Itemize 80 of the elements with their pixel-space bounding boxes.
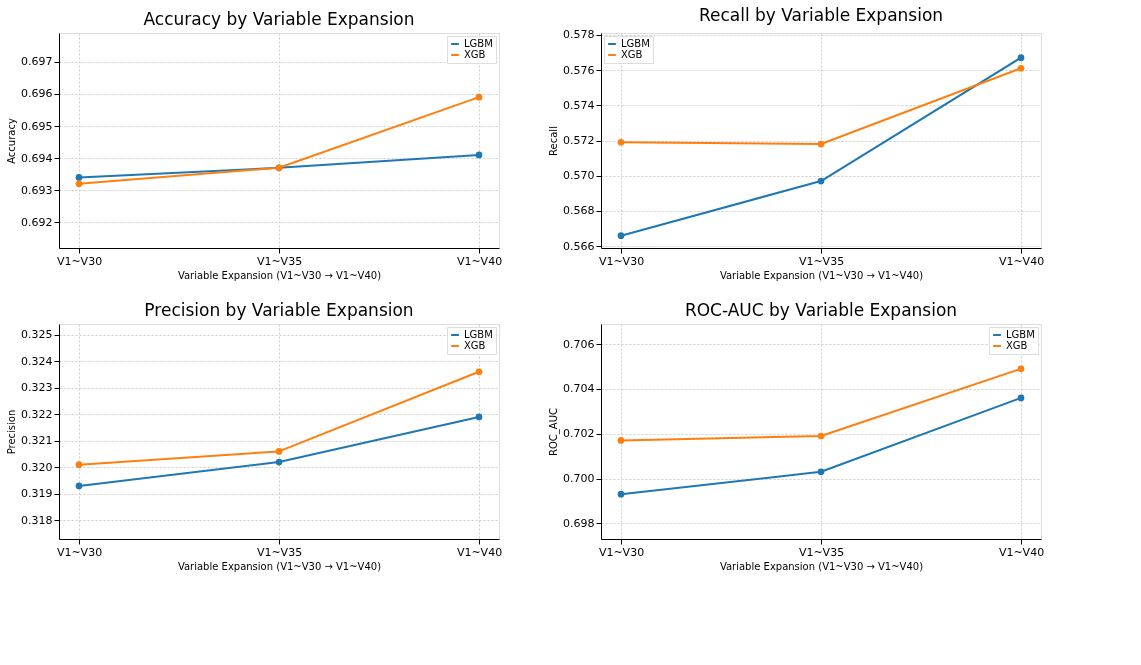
y-tick-label: 0.578 — [563, 28, 595, 42]
legend-label: XGB — [1006, 340, 1028, 351]
y-tick-label: 0.692 — [21, 215, 53, 229]
chart-title: ROC-AUC by Variable Expansion — [684, 300, 958, 320]
point — [617, 437, 625, 444]
point — [475, 413, 483, 421]
point — [1017, 365, 1025, 373]
legend-label: XGB — [621, 49, 643, 60]
legend-label: LGBM — [464, 329, 493, 340]
point — [75, 461, 83, 469]
y-tick-label: 0.702 — [563, 427, 595, 441]
y-tick-label: 0.323 — [21, 381, 53, 395]
y-tick-label: 0.574 — [563, 98, 595, 112]
legend-label: LGBM — [464, 38, 493, 49]
y-axis-title: Recall — [548, 126, 560, 156]
point — [817, 432, 825, 440]
point — [475, 368, 483, 376]
x-tick-label: V1~V40 — [456, 254, 503, 268]
y-tick-label: 0.694 — [21, 151, 53, 165]
y-tick-label: 0.695 — [21, 119, 53, 133]
y-axis-title: ROC_AUC — [548, 408, 561, 456]
x-axis-title: Variable Expansion (V1~V30 → V1~V40) — [177, 560, 382, 572]
point — [617, 138, 625, 146]
point — [475, 151, 483, 159]
x-tick-label: V1~V30 — [598, 254, 645, 268]
y-tick-label: 0.322 — [21, 407, 53, 421]
y-tick-label: 0.572 — [563, 134, 595, 147]
x-axis-title: Variable Expansion (V1~V30 → V1~V40) — [719, 269, 924, 281]
legend-label: XGB — [464, 49, 486, 60]
point — [1017, 64, 1025, 72]
point — [617, 490, 625, 498]
y-tick-label: 0.324 — [21, 354, 53, 368]
legend-label: LGBM — [621, 38, 650, 49]
point — [75, 180, 83, 188]
y-tick-label: 0.318 — [21, 513, 53, 527]
y-tick-label: 0.320 — [21, 460, 53, 474]
chart-title: Recall by Variable Expansion — [698, 4, 944, 25]
y-tick-label: 0.693 — [21, 183, 53, 197]
point — [817, 140, 825, 148]
point — [817, 177, 825, 185]
x-axis-title: Variable Expansion (V1~V30 → V1~V40) — [177, 269, 382, 281]
y-tick-label: 0.319 — [21, 487, 53, 501]
x-tick-label: V1~V35 — [256, 254, 303, 268]
y-tick-label: 0.700 — [563, 472, 595, 486]
point — [75, 174, 83, 181]
y-tick-label: 0.696 — [21, 87, 53, 101]
y-tick-label: 0.321 — [21, 434, 53, 448]
legend-label: XGB — [464, 340, 486, 351]
point — [617, 232, 625, 240]
x-tick-label: V1~V30 — [56, 254, 103, 268]
legend-label: LGBM — [1006, 329, 1035, 340]
point — [1017, 394, 1025, 402]
y-tick-label: 0.706 — [563, 337, 595, 351]
chart-title: Accuracy by Variable Expansion — [143, 9, 415, 29]
y-tick-label: 0.570 — [563, 169, 595, 183]
y-tick-label: 0.704 — [563, 382, 595, 396]
y-axis-title: Precision — [6, 409, 18, 455]
x-tick-label: V1~V35 — [798, 545, 845, 559]
chart-title: Precision by Variable Expansion — [144, 300, 414, 320]
x-tick-label: V1~V40 — [456, 545, 503, 559]
y-tick-label: 0.697 — [21, 55, 53, 69]
y-tick-label: 0.566 — [563, 239, 595, 253]
y-tick-label: 0.568 — [563, 204, 595, 218]
x-axis-title: Variable Expansion (V1~V30 → V1~V40) — [719, 560, 924, 572]
y-tick-label: 0.698 — [563, 516, 595, 530]
y-tick-label: 0.325 — [21, 328, 53, 342]
point — [817, 468, 825, 476]
x-tick-label: V1~V40 — [998, 545, 1045, 559]
point — [75, 482, 83, 490]
x-tick-label: V1~V40 — [998, 254, 1045, 268]
point — [275, 458, 283, 466]
y-tick-label: 0.576 — [563, 63, 595, 77]
x-tick-label: V1~V30 — [598, 545, 645, 559]
point — [475, 93, 483, 101]
x-tick-label: V1~V30 — [56, 545, 103, 559]
x-tick-label: V1~V35 — [798, 254, 845, 268]
point — [275, 448, 283, 455]
y-axis-title: Accuracy — [6, 118, 18, 164]
point — [1017, 54, 1025, 62]
x-tick-label: V1~V35 — [256, 545, 303, 559]
